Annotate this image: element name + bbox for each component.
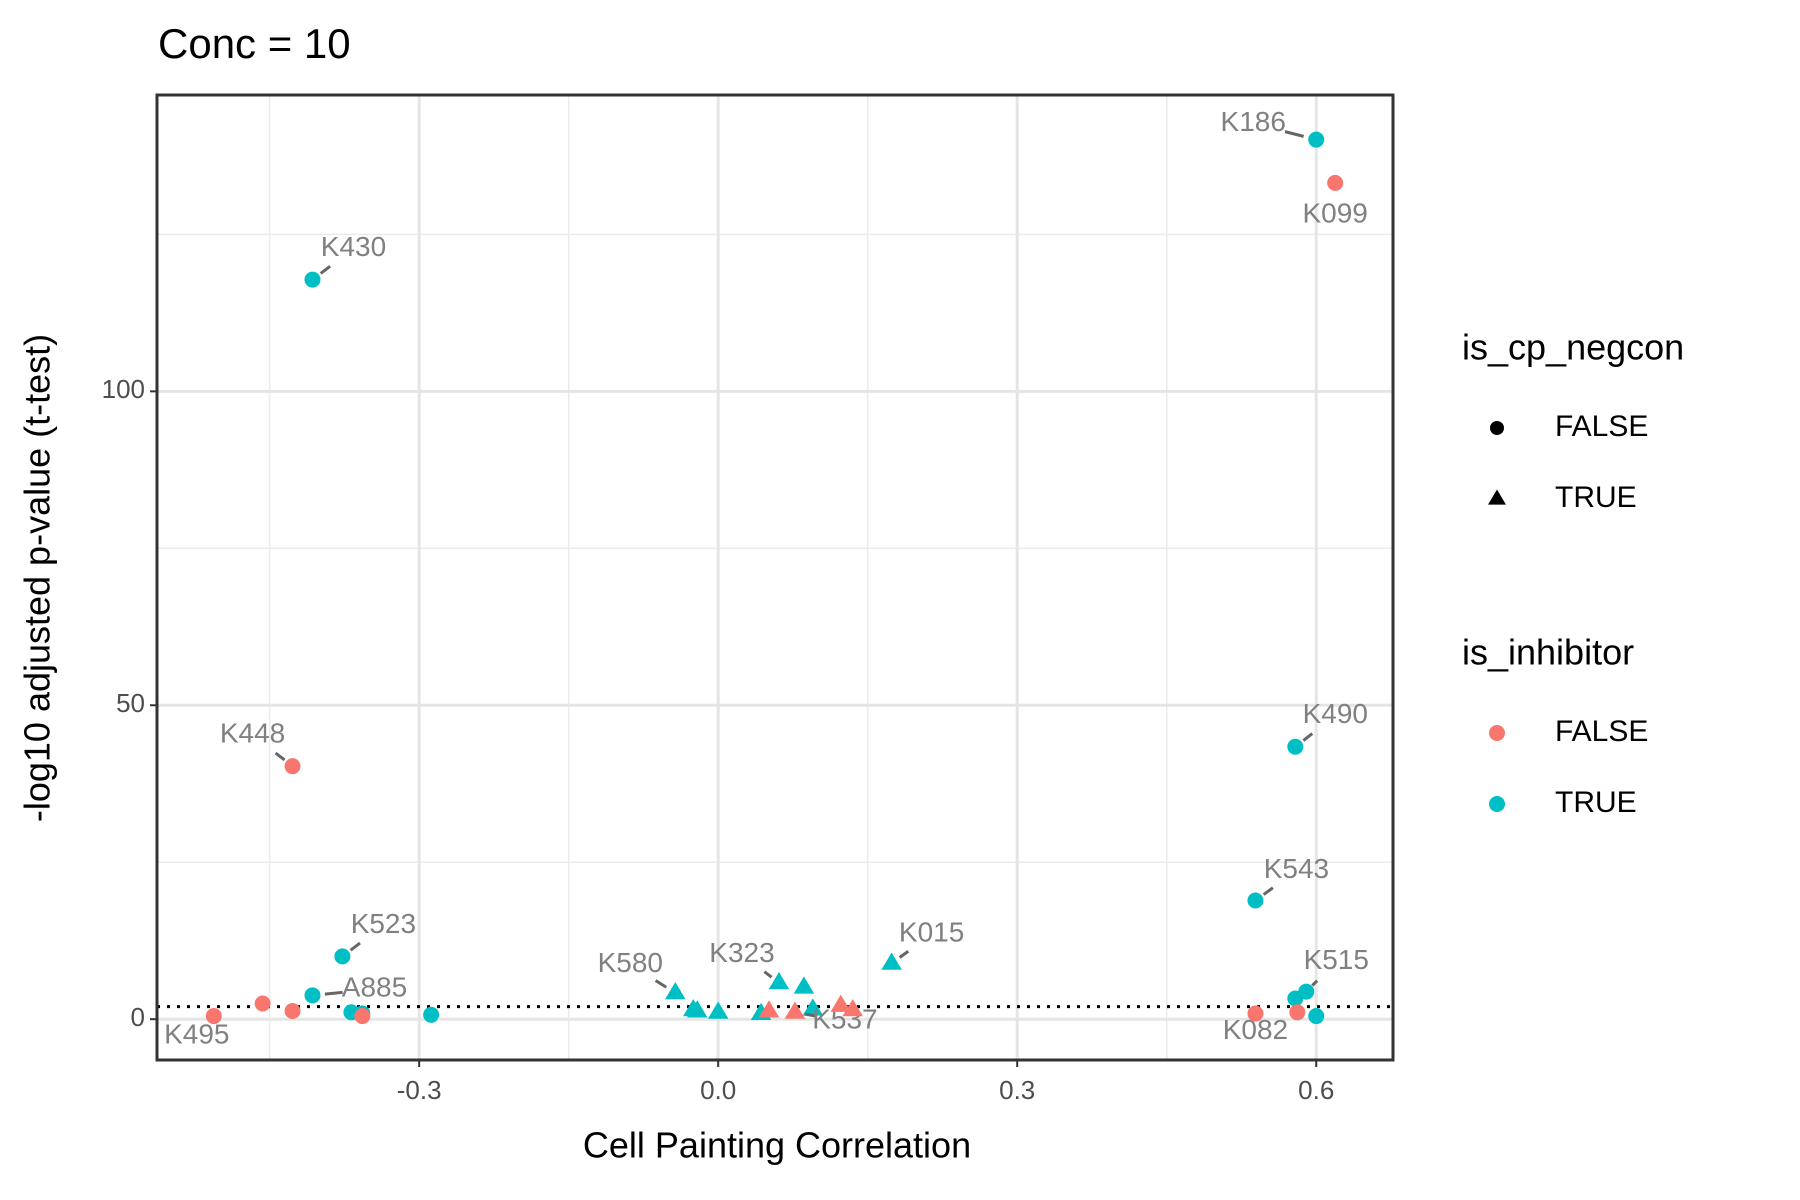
- point: [205, 1008, 222, 1025]
- point: [1247, 1005, 1264, 1022]
- point-label: K495: [164, 1018, 229, 1049]
- y-tick-label: 0: [131, 1002, 145, 1032]
- point: [1308, 1008, 1325, 1025]
- point-label: K515: [1304, 944, 1369, 975]
- point: [842, 998, 864, 1017]
- chart-title: Conc = 10: [158, 20, 351, 67]
- point: [1308, 131, 1325, 148]
- point: [793, 976, 815, 994]
- point: [1287, 738, 1304, 755]
- point-label: K523: [351, 908, 416, 939]
- legend-title: is_cp_negcon: [1462, 327, 1684, 368]
- legend-key: [1490, 421, 1504, 435]
- label-leader: [804, 1012, 817, 1018]
- x-axis-title: Cell Painting Correlation: [583, 1125, 971, 1166]
- y-tick-label: 50: [116, 688, 145, 718]
- point: [284, 1003, 301, 1020]
- point: [802, 998, 824, 1016]
- point: [304, 987, 321, 1004]
- point-label: K186: [1221, 106, 1286, 137]
- label-leader: [898, 950, 910, 959]
- legend-key: [1489, 796, 1505, 812]
- point: [686, 1000, 708, 1018]
- point: [1287, 990, 1304, 1007]
- label-leader: [1262, 886, 1274, 896]
- point: [758, 1000, 780, 1018]
- point-label: K323: [709, 937, 774, 968]
- legend-key: [1489, 725, 1505, 741]
- point: [830, 994, 852, 1012]
- y-axis-title: -log10 adjusted p-value (t-test): [17, 334, 58, 822]
- point: [665, 982, 686, 1000]
- point: [881, 952, 902, 970]
- point: [768, 971, 790, 990]
- y-tick-label: 100: [102, 374, 145, 404]
- point: [354, 1008, 371, 1025]
- legend-label: TRUE: [1555, 786, 1637, 819]
- point-label: K580: [598, 947, 663, 978]
- label-leader: [319, 265, 331, 275]
- point: [334, 948, 351, 965]
- point-label: A885: [342, 972, 407, 1003]
- x-tick-label: 0.3: [999, 1075, 1035, 1105]
- legend-key: [1488, 489, 1506, 505]
- label-leader: [274, 751, 286, 762]
- point-label: K430: [321, 231, 386, 262]
- point: [707, 1001, 729, 1019]
- x-tick-label: -0.3: [397, 1075, 442, 1105]
- x-tick-label: 0.0: [700, 1075, 736, 1105]
- legend-label: FALSE: [1555, 410, 1648, 443]
- point: [784, 1001, 806, 1019]
- point-label: K490: [1303, 698, 1368, 729]
- x-tick-label: 0.6: [1298, 1075, 1334, 1105]
- label-leader: [349, 941, 361, 952]
- label-leader: [1284, 130, 1305, 138]
- point-label: K543: [1264, 853, 1329, 884]
- point-label: K099: [1302, 197, 1367, 228]
- point: [423, 1006, 440, 1023]
- label-leader: [1302, 732, 1314, 742]
- plot-border: [155, 93, 1395, 1062]
- legend-title: is_inhibitor: [1462, 632, 1634, 673]
- legend-label: FALSE: [1555, 715, 1648, 748]
- label-leader: [1311, 979, 1319, 987]
- point: [1247, 892, 1264, 909]
- label-leader: [324, 990, 343, 996]
- point: [304, 271, 321, 288]
- point: [284, 758, 301, 775]
- point: [254, 995, 271, 1012]
- plot-background: [157, 95, 1393, 1060]
- point-label: K015: [899, 917, 964, 948]
- label-leader: [654, 979, 668, 989]
- point-label: K448: [220, 718, 285, 749]
- point: [1327, 174, 1344, 191]
- point: [1289, 1004, 1306, 1021]
- label-leader: [763, 970, 773, 979]
- legend-label: TRUE: [1555, 481, 1637, 514]
